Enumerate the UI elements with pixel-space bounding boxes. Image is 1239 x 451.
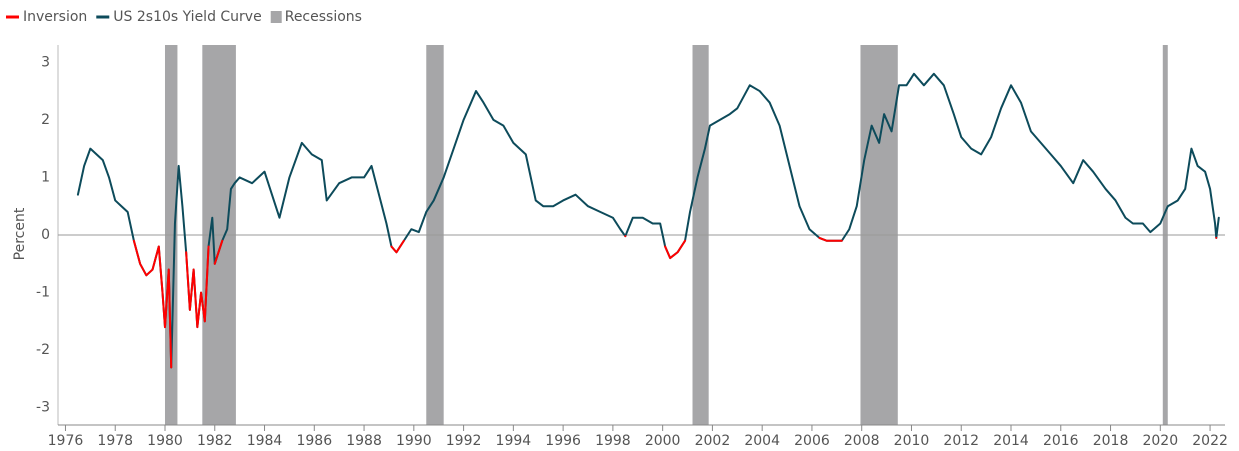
x-tick-label: 1984 xyxy=(247,433,283,449)
x-tick-label: 2014 xyxy=(993,433,1029,449)
inversion-line xyxy=(818,236,843,242)
legend-swatch xyxy=(96,15,110,19)
x-tick-label: 1986 xyxy=(296,433,332,449)
y-tick-label: -3 xyxy=(36,400,50,416)
x-tick-label: 1988 xyxy=(346,433,382,449)
y-tick-label: 1 xyxy=(41,169,50,185)
y-tick-label: -2 xyxy=(36,342,50,358)
x-tick-label: 1976 xyxy=(48,433,84,449)
x-tick-label: 1992 xyxy=(446,433,482,449)
x-tick-label: 2018 xyxy=(1093,433,1129,449)
inversion-line xyxy=(185,245,210,329)
x-tick-label: 2000 xyxy=(645,433,681,449)
x-tick-label: 2010 xyxy=(894,433,930,449)
x-tick-label: 2002 xyxy=(695,433,731,449)
x-tick-label: 2006 xyxy=(794,433,830,449)
y-tick-label: -1 xyxy=(36,285,50,301)
yield-curve-line xyxy=(76,72,1220,369)
inversion-line xyxy=(390,239,405,254)
legend-swatch xyxy=(270,11,282,23)
y-tick-label: 2 xyxy=(41,112,50,128)
legend-swatch xyxy=(6,15,19,19)
x-tick-label: 2012 xyxy=(943,433,979,449)
legend-label: Recessions xyxy=(285,9,362,25)
y-tick-label: 3 xyxy=(41,54,50,70)
x-tick-label: 1996 xyxy=(545,433,581,449)
x-tick-label: 2016 xyxy=(1043,433,1079,449)
inversion-line xyxy=(664,239,687,260)
x-tick-label: 1980 xyxy=(147,433,183,449)
x-tick-label: 1978 xyxy=(97,433,133,449)
x-tick-label: 1990 xyxy=(396,433,432,449)
x-tick-label: 2020 xyxy=(1142,433,1178,449)
x-tick-label: 1994 xyxy=(496,433,532,449)
inversion-line xyxy=(213,239,224,265)
y-axis-label: Percent xyxy=(12,207,28,260)
x-tick-label: 2008 xyxy=(844,433,880,449)
y-tick-label: 0 xyxy=(41,227,50,243)
inversion-line xyxy=(132,239,173,369)
x-tick-label: 2004 xyxy=(744,433,780,449)
legend-label: Inversion xyxy=(23,9,87,25)
x-tick-label: 1998 xyxy=(595,433,631,449)
legend-label: US 2s10s Yield Curve xyxy=(113,9,261,25)
x-tick-label: 1982 xyxy=(197,433,233,449)
x-tick-label: 2022 xyxy=(1192,433,1228,449)
